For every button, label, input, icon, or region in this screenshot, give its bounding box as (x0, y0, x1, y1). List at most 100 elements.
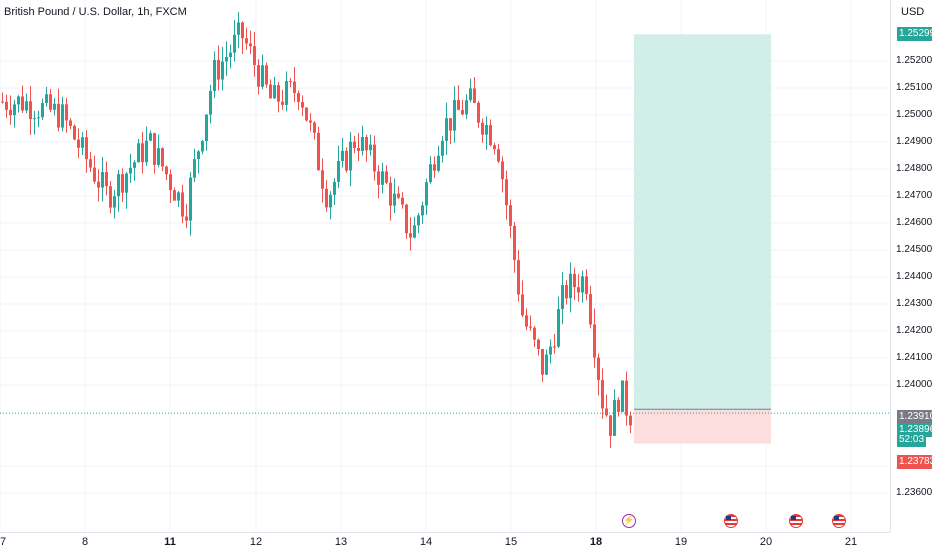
candle-body (269, 84, 272, 99)
us-flag-event-icon[interactable] (724, 514, 738, 528)
candle-body (601, 380, 604, 409)
candle-body (509, 205, 512, 226)
candle-body (409, 233, 412, 238)
candle-body (389, 182, 392, 206)
candle-body (45, 94, 48, 104)
candle-body (85, 137, 88, 160)
candle-body (469, 88, 472, 101)
price-chart[interactable] (0, 0, 890, 532)
candle-body (305, 107, 308, 121)
candle-body (129, 167, 132, 174)
candle-body (49, 94, 52, 110)
candle-body (337, 160, 340, 182)
candle-body (137, 143, 140, 163)
price-tick: 1.24700 (896, 190, 932, 201)
candle-body (233, 34, 236, 53)
candle-body (489, 125, 492, 146)
candle-body (397, 193, 400, 198)
candle-body (17, 96, 20, 105)
candle-body (285, 81, 288, 105)
candle-body (477, 102, 480, 123)
candle-body (529, 326, 532, 328)
candle-body (205, 114, 208, 142)
time-tick: 18 (589, 536, 603, 548)
candle-body (417, 215, 420, 226)
candle-body (561, 285, 564, 310)
candle-body (225, 57, 228, 62)
candle-body (261, 65, 264, 87)
price-axis[interactable]: USD 1.25200 1.25100 1.25000 1.24900 1.24800 1… (890, 0, 932, 532)
candle-body (217, 59, 220, 80)
candle-body (57, 103, 60, 128)
lightning-event-icon[interactable]: ⚡ (622, 514, 636, 528)
candle-body (89, 159, 92, 168)
candle-body (81, 137, 84, 148)
candle-body (465, 100, 468, 115)
candle-body (209, 90, 212, 115)
candle-body (501, 161, 504, 180)
candle-body (581, 276, 584, 293)
candle-body (169, 174, 172, 191)
price-tick: 1.24500 (896, 244, 932, 255)
candle-body (401, 197, 404, 205)
candle-body (133, 162, 136, 168)
candle-body (297, 93, 300, 102)
entry-price-label: 1.23910 (897, 410, 932, 424)
price-tick: 1.24100 (896, 352, 932, 363)
candle-body (221, 61, 224, 80)
price-tick: 1.24600 (896, 217, 932, 228)
candle-body (93, 167, 96, 182)
candle-body (109, 186, 112, 208)
candle-body (441, 140, 444, 156)
candle-body (245, 38, 248, 44)
time-tick: 21 (844, 536, 858, 548)
candle-body (429, 164, 432, 183)
candle-body (357, 147, 360, 151)
candle-body (433, 164, 436, 171)
candle-body (157, 148, 160, 165)
price-tick: 1.25100 (896, 82, 932, 93)
chart-area[interactable]: British Pound / U.S. Dollar, 1h, FXCM ⚡ (0, 0, 890, 532)
candle-body (65, 104, 68, 121)
candle-body (13, 104, 16, 116)
candle-body (325, 188, 328, 208)
candle-body (289, 81, 292, 83)
price-tick: 1.25000 (896, 109, 932, 120)
candle-body (309, 120, 312, 123)
candle-body (449, 118, 452, 131)
candle-body (421, 205, 424, 216)
us-uk-flag-event-icon[interactable] (789, 514, 803, 528)
candle-body (249, 43, 252, 47)
candle-body (521, 294, 524, 316)
time-tick: 19 (674, 536, 688, 548)
candle-body (625, 380, 628, 416)
candle-body (497, 149, 500, 162)
loss-zone (634, 409, 771, 444)
price-tick: 1.24000 (896, 379, 932, 390)
candle-body (25, 101, 28, 111)
time-axis[interactable]: 7 8 11 12 13 14 15 18 19 20 21 (0, 532, 890, 551)
flag-canton-icon (726, 516, 731, 520)
candle-body (425, 182, 428, 206)
candle-body (353, 141, 356, 148)
time-tick: 15 (504, 536, 518, 548)
time-tick: 14 (419, 536, 433, 548)
candle-body (313, 122, 316, 133)
candle-body (333, 181, 336, 195)
candle-body (393, 193, 396, 206)
candle-body (457, 99, 460, 110)
candle-body (9, 109, 12, 116)
candle-body (5, 101, 8, 110)
us-flag-event-icon-2[interactable] (832, 514, 846, 528)
candle-body (149, 133, 152, 141)
candle-body (173, 190, 176, 201)
candle-body (565, 285, 568, 299)
candle-body (185, 216, 188, 221)
candle-body (461, 109, 464, 115)
candle-body (577, 287, 580, 293)
candle-body (381, 171, 384, 185)
candle-body (77, 139, 80, 148)
candle-body (69, 120, 72, 126)
price-tick: 1.23600 (896, 487, 932, 498)
candle-body (41, 103, 44, 118)
